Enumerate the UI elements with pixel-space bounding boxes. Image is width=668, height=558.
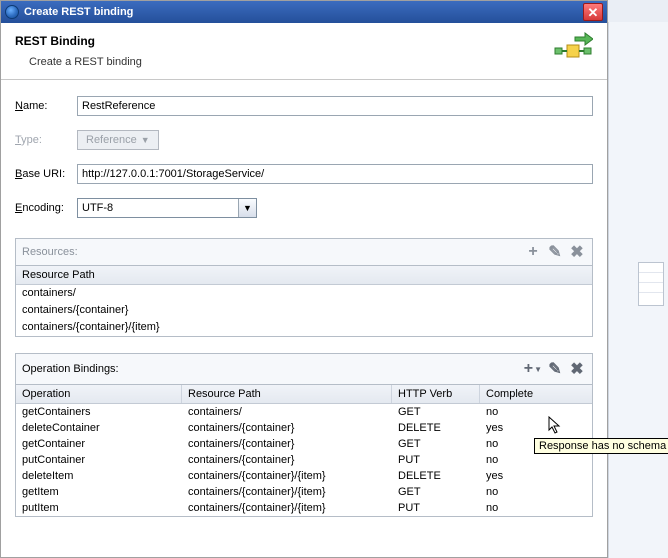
resources-label: Resources: — [22, 246, 520, 258]
baseuri-input[interactable] — [77, 164, 593, 184]
cell-operation: deleteItem — [16, 468, 182, 484]
cell-operation: getItem — [16, 484, 182, 500]
dropdown-button[interactable]: ▼ — [238, 199, 256, 217]
side-mini-panel — [638, 262, 664, 306]
cell-resourcepath: containers/{container}/{item} — [182, 468, 392, 484]
x-icon: ✖ — [570, 242, 583, 262]
operations-edit-button[interactable]: ✎ — [546, 360, 564, 378]
wizard-icon — [553, 31, 593, 71]
cell-operation: getContainer — [16, 436, 182, 452]
app-icon — [5, 5, 19, 19]
baseuri-label: Base URI: — [15, 168, 77, 180]
operation-row[interactable]: putContainercontainers/{container}PUTno — [16, 452, 592, 468]
background-panel — [608, 22, 668, 558]
cell-httpverb: DELETE — [392, 420, 480, 436]
operations-label: Operation Bindings: — [22, 363, 520, 375]
cell-complete: no — [480, 484, 540, 500]
operations-panel: Operation Bindings: + ▼ ✎ ✖ Operation Re… — [15, 353, 593, 517]
header-subtitle: Create a REST binding — [15, 56, 553, 68]
name-label: Name: — [15, 100, 77, 112]
close-icon: ✕ — [588, 6, 599, 19]
operation-row[interactable]: getContainercontainers/{container}GETno — [16, 436, 592, 452]
tooltip: Response has no schema — [534, 438, 668, 454]
cell-complete: yes — [480, 468, 540, 484]
cell-resourcepath: containers/{container}/{item} — [182, 484, 392, 500]
dialog-window: Create REST binding ✕ REST Binding Creat… — [0, 0, 608, 558]
operation-row[interactable]: getContainerscontainers/GETno — [16, 404, 592, 420]
cell-httpverb: GET — [392, 484, 480, 500]
encoding-label: Encoding: — [15, 202, 77, 214]
window-title: Create REST binding — [24, 6, 583, 18]
resource-row[interactable]: containers/ — [16, 285, 592, 302]
header-section: REST Binding Create a REST binding — [1, 23, 607, 80]
plus-icon: + — [528, 243, 537, 261]
pencil-icon: ✎ — [548, 359, 561, 379]
cell-operation: deleteContainer — [16, 420, 182, 436]
caret-down-icon: ▼ — [534, 365, 542, 374]
cell-operation: putContainer — [16, 452, 182, 468]
resources-add-button[interactable]: + — [524, 243, 542, 261]
operations-grid[interactable]: Operation Resource Path HTTP Verb Comple… — [15, 384, 593, 517]
col-httpverb: HTTP Verb — [392, 385, 480, 403]
operation-row[interactable]: putItemcontainers/{container}/{item}PUTn… — [16, 500, 592, 516]
resources-column-header: Resource Path — [16, 266, 592, 285]
cell-resourcepath: containers/{container} — [182, 452, 392, 468]
operation-row[interactable]: getItemcontainers/{container}/{item}GETn… — [16, 484, 592, 500]
cell-complete: no — [480, 452, 540, 468]
operations-delete-button[interactable]: ✖ — [568, 360, 586, 378]
cell-operation: putItem — [16, 500, 182, 516]
operations-header-row: Operation Resource Path HTTP Verb Comple… — [16, 385, 592, 404]
tooltip-text: Response has no schema — [539, 440, 666, 452]
cell-complete: no — [480, 500, 540, 516]
type-value: Reference — [86, 134, 137, 146]
operation-row[interactable]: deleteItemcontainers/{container}/{item}D… — [16, 468, 592, 484]
type-dropdown: Reference ▼ — [77, 130, 159, 150]
resource-row[interactable]: containers/{container} — [16, 302, 592, 319]
title-bar[interactable]: Create REST binding ✕ — [1, 1, 607, 23]
cell-resourcepath: containers/{container}/{item} — [182, 500, 392, 516]
col-operation: Operation — [16, 385, 182, 403]
col-complete: Complete — [480, 385, 540, 403]
close-button[interactable]: ✕ — [583, 3, 603, 21]
operations-add-button[interactable]: + ▼ — [524, 360, 542, 378]
cell-resourcepath: containers/{container} — [182, 420, 392, 436]
encoding-value: UTF-8 — [82, 202, 113, 214]
caret-down-icon: ▼ — [243, 203, 252, 213]
cell-resourcepath: containers/ — [182, 404, 392, 420]
encoding-select[interactable]: UTF-8 ▼ — [77, 198, 257, 218]
resources-edit-button[interactable]: ✎ — [546, 243, 564, 261]
pencil-icon: ✎ — [548, 242, 561, 262]
cell-complete: yes — [480, 420, 540, 436]
header-title: REST Binding — [15, 34, 553, 48]
cell-operation: getContainers — [16, 404, 182, 420]
caret-down-icon: ▼ — [141, 135, 150, 145]
col-resourcepath: Resource Path — [182, 385, 392, 403]
cell-complete: no — [480, 404, 540, 420]
plus-icon: + — [524, 360, 533, 378]
cell-httpverb: GET — [392, 436, 480, 452]
type-label: Type: — [15, 134, 77, 146]
x-icon: ✖ — [570, 359, 583, 379]
resources-grid[interactable]: Resource Path containers/containers/{con… — [15, 265, 593, 337]
cell-httpverb: DELETE — [392, 468, 480, 484]
cell-httpverb: PUT — [392, 500, 480, 516]
resources-panel: Resources: + ✎ ✖ Resource Path container… — [15, 238, 593, 337]
resources-delete-button[interactable]: ✖ — [568, 243, 586, 261]
operation-row[interactable]: deleteContainercontainers/{container}DEL… — [16, 420, 592, 436]
cell-httpverb: GET — [392, 404, 480, 420]
name-input[interactable] — [77, 96, 593, 116]
resource-row[interactable]: containers/{container}/{item} — [16, 319, 592, 336]
cell-httpverb: PUT — [392, 452, 480, 468]
form-area: Name: Type: Reference ▼ Base URI: Encodi… — [1, 80, 607, 232]
cell-complete: no — [480, 436, 540, 452]
cell-resourcepath: containers/{container} — [182, 436, 392, 452]
